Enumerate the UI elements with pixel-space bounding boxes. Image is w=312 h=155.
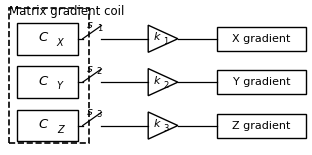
Bar: [17, 110, 78, 141]
Bar: [217, 27, 306, 51]
Text: Z gradient: Z gradient: [232, 121, 290, 131]
Text: k: k: [154, 76, 160, 86]
Bar: [17, 23, 78, 55]
Text: s: s: [87, 64, 93, 74]
Text: 2: 2: [97, 67, 102, 76]
Polygon shape: [148, 69, 178, 96]
Polygon shape: [148, 112, 178, 139]
Bar: [17, 66, 78, 98]
Bar: [9, 8, 89, 143]
Text: C: C: [38, 118, 47, 131]
Text: s: s: [87, 107, 93, 117]
Bar: [217, 70, 306, 94]
Text: s: s: [87, 20, 93, 30]
Text: C: C: [38, 75, 47, 88]
Text: 2: 2: [163, 81, 168, 90]
Text: Z: Z: [57, 125, 63, 135]
Bar: [217, 113, 306, 138]
Text: 3: 3: [97, 110, 102, 119]
Text: Matrix gradient coil: Matrix gradient coil: [9, 5, 125, 18]
Polygon shape: [148, 25, 178, 52]
Text: 3: 3: [163, 124, 168, 133]
Text: k: k: [154, 32, 160, 42]
Text: Y: Y: [57, 82, 63, 91]
Text: X: X: [57, 38, 63, 48]
Text: X gradient: X gradient: [232, 34, 290, 44]
Text: Y gradient: Y gradient: [232, 77, 290, 87]
Text: 1: 1: [163, 37, 168, 46]
Text: k: k: [154, 119, 160, 129]
Text: 1: 1: [97, 24, 102, 33]
Text: C: C: [38, 31, 47, 44]
